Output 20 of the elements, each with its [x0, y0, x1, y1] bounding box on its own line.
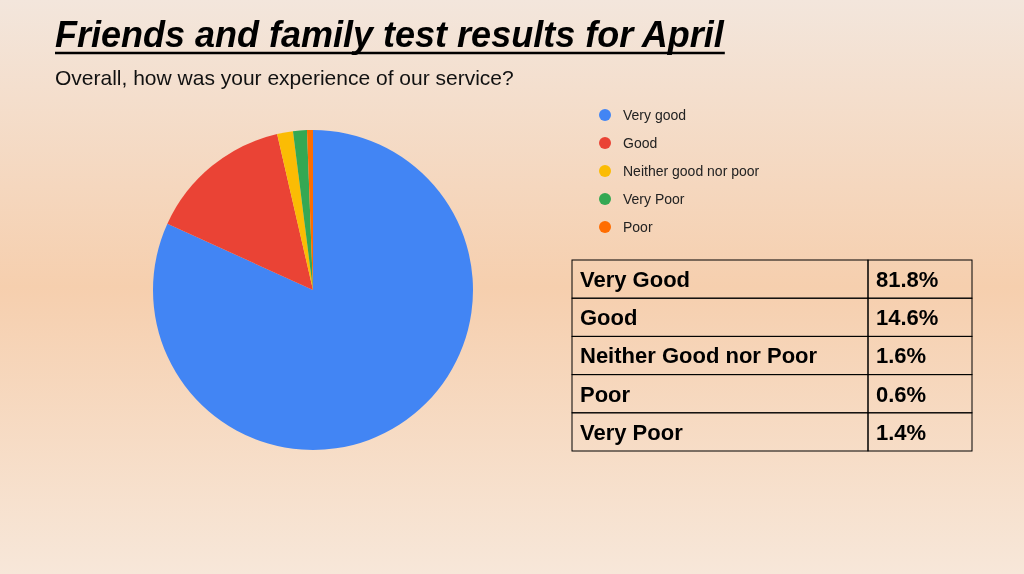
- pie-slice: [153, 130, 473, 450]
- legend-label: Good: [623, 135, 658, 151]
- legend-label: Neither good nor poor: [623, 163, 760, 179]
- chart-title: Friends and family test results for April: [55, 14, 725, 55]
- text: Poor: [580, 381, 631, 407]
- text: 1.6%: [876, 343, 927, 369]
- text: Good: [580, 305, 638, 331]
- text: 14.6%: [876, 305, 939, 331]
- text: 81.8%: [876, 267, 939, 292]
- legend-label: Very Poor: [623, 191, 685, 207]
- text: Very Poor: [580, 419, 684, 445]
- chart-subtitle: Overall, how was your experience of our service?: [55, 66, 514, 89]
- pie-slice: [277, 131, 313, 290]
- text: Neither Good nor Poor: [580, 343, 818, 369]
- legend-label: Poor: [623, 219, 653, 235]
- text: 0.6%: [876, 381, 927, 407]
- legend-label: Very good: [623, 107, 687, 123]
- text: Very Good: [580, 267, 691, 292]
- text: 1.4%: [876, 419, 927, 445]
- pie-slice: [167, 134, 313, 290]
